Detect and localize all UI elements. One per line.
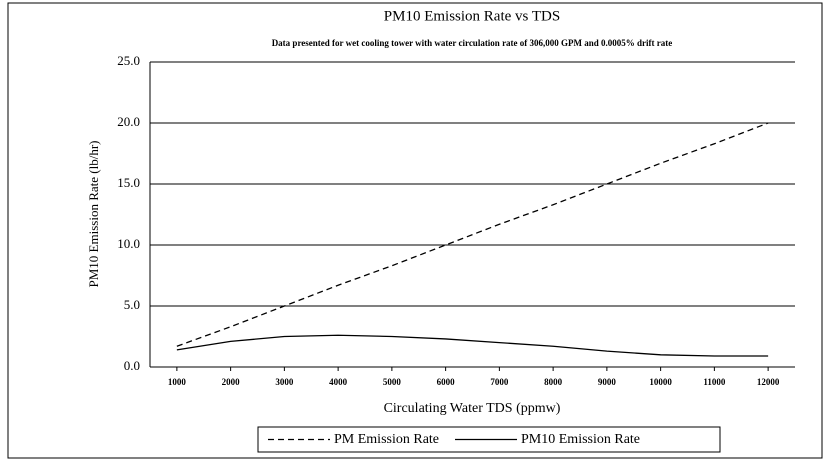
x-tick-label: 3000: [275, 377, 294, 387]
chart-title: PM10 Emission Rate vs TDS: [384, 8, 560, 24]
legend-label: PM10 Emission Rate: [521, 432, 640, 447]
x-tick-label: 2000: [222, 377, 241, 387]
x-tick-label: 8000: [544, 377, 563, 387]
chart-subtitle: Data presented for wet cooling tower wit…: [272, 38, 673, 48]
x-tick-label: 1000: [168, 377, 187, 387]
x-tick-label: 5000: [383, 377, 402, 387]
y-tick-label: 0.0: [124, 358, 140, 373]
y-axis-label: PM10 Emission Rate (lb/hr): [86, 141, 101, 288]
chart-frame: [7, 2, 823, 459]
y-tick-label: 5.0: [124, 297, 140, 312]
y-tick-label: 20.0: [117, 114, 140, 129]
x-tick-label: 12000: [757, 377, 780, 387]
y-tick-label: 15.0: [117, 175, 140, 190]
legend-label: PM Emission Rate: [334, 432, 439, 447]
x-tick-label: 11000: [703, 377, 726, 387]
x-tick-label: 9000: [598, 377, 617, 387]
data-line: [176, 334, 769, 357]
x-tick-label: 4000: [329, 377, 348, 387]
x-axis-label: Circulating Water TDS (ppmw): [384, 401, 561, 416]
data-line: [176, 122, 769, 347]
y-tick-label: 25.0: [117, 53, 140, 68]
y-tick-label: 10.0: [117, 236, 140, 251]
x-tick-label: 10000: [649, 377, 672, 387]
x-tick-label: 6000: [437, 377, 456, 387]
x-tick-label: 7000: [490, 377, 509, 387]
